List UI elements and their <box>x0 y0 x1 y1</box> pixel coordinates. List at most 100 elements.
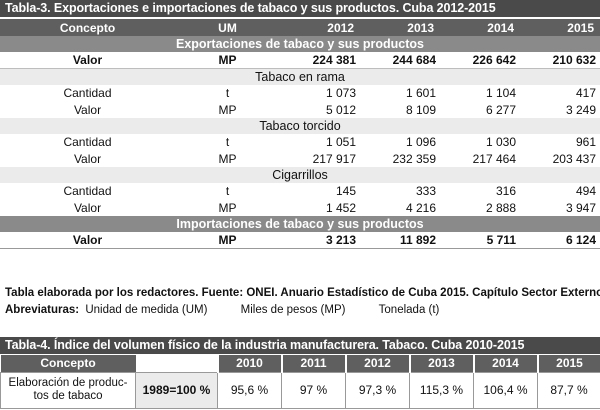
cell-2012: 97,3 % <box>345 371 410 409</box>
cell-2012: 217 917 <box>312 151 356 166</box>
header-um: UM <box>175 19 280 36</box>
header-concepto: Concepto <box>0 355 136 372</box>
cell-2012: 145 <box>335 184 356 199</box>
table-row: Cantidad t 145 333 316 494 <box>0 183 600 199</box>
table-row: Elaboración de produc- tos de tabaco 198… <box>0 371 600 409</box>
cell-2012: 1 452 <box>325 200 356 215</box>
cell-2012: 5 012 <box>325 102 356 117</box>
cell-2014: 316 <box>495 184 516 199</box>
cell-2012: 1 051 <box>325 135 356 150</box>
table-row: Valor MP 1 452 4 216 2 888 3 947 <box>0 199 600 215</box>
group-title-row: Tabaco torcido <box>0 117 600 135</box>
row-concept: Valor <box>0 52 175 70</box>
cell-2011: 97 % <box>281 371 346 409</box>
row-concept: Cantidad <box>63 184 112 199</box>
header-2013: 2013 <box>360 19 440 36</box>
group-title-tabaco-torcido: Tabaco torcido <box>0 117 600 135</box>
cell-2015: 87,7 % <box>537 371 600 409</box>
cell-2012: 1 073 <box>325 86 356 101</box>
group-title-row: Cigarrillos <box>0 166 600 184</box>
cell-2013: 1 096 <box>405 135 436 150</box>
row-um: t <box>225 184 230 199</box>
cell-2014: 5 711 <box>440 231 520 249</box>
table3-header-row: Concepto UM 2012 2013 2014 2015 <box>0 19 600 36</box>
header-2015: 2015 <box>536 355 600 372</box>
cell-2015: 3 249 <box>565 102 596 117</box>
abbr-label: Abreviaturas: <box>5 304 80 316</box>
abbr-mp: Miles de pesos (MP) <box>240 304 346 316</box>
cell-2013: 115,3 % <box>409 371 474 409</box>
cell-2015: 417 <box>575 86 596 101</box>
header-2014: 2014 <box>472 355 538 372</box>
cell-2014: 106,4 % <box>473 371 538 409</box>
section-imports-title: Importaciones de tabaco y sus productos <box>0 215 600 232</box>
cell-2014: 1 030 <box>485 135 516 150</box>
cell-2015: 3 947 <box>565 200 596 215</box>
cell-2013: 4 216 <box>405 200 436 215</box>
source-text: Tabla elaborada por los redactores. Fuen… <box>5 287 600 299</box>
table3-caption: Tabla-3. Exportaciones e importaciones d… <box>0 0 600 17</box>
header-2015: 2015 <box>520 19 600 36</box>
table-row: Cantidad t 1 051 1 096 1 030 961 <box>0 134 600 150</box>
row-um: MP <box>175 231 280 249</box>
section-exports-row: Exportaciones de tabaco y sus productos <box>0 36 600 53</box>
cell-2014: 6 277 <box>485 102 516 117</box>
cell-2013: 232 359 <box>392 151 436 166</box>
table-row: Valor MP 217 917 232 359 217 464 203 437 <box>0 150 600 166</box>
row-concept: Valor <box>0 231 175 249</box>
row-concept: Valor <box>73 200 102 215</box>
section-imports-row: Importaciones de tabaco y sus productos <box>0 215 600 232</box>
cell-2013: 8 109 <box>405 102 436 117</box>
abbr-t: Tonelada (t) <box>378 304 440 316</box>
header-concepto: Concepto <box>0 19 175 36</box>
cell-2015: 210 632 <box>520 52 600 70</box>
cell-2014: 217 464 <box>472 151 516 166</box>
cell-2013: 1 601 <box>405 86 436 101</box>
row-um: MP <box>218 151 237 166</box>
header-2012: 2012 <box>280 19 360 36</box>
table4-header-row: Concepto 2010 2011 2012 2013 2014 2015 <box>0 355 600 372</box>
group-title-cigarrillos: Cigarrillos <box>0 166 600 184</box>
group-title-tabaco-en-rama: Tabaco en rama <box>0 68 600 86</box>
header-2010: 2010 <box>216 355 282 372</box>
row-concept: Valor <box>73 151 102 166</box>
cell-2014: 2 888 <box>485 200 516 215</box>
cell-2012: 3 213 <box>280 231 360 249</box>
cell-2015: 203 437 <box>552 151 596 166</box>
imports-total-row: Valor MP 3 213 11 892 5 711 6 124 <box>0 231 600 249</box>
base-year-cell: 1989=100 % <box>135 371 218 409</box>
exports-imports-table: Concepto UM 2012 2013 2014 2015 Exportac… <box>0 19 600 249</box>
volume-index-table: Concepto 2010 2011 2012 2013 2014 2015 E… <box>0 355 600 409</box>
section-exports-title: Exportaciones de tabaco y sus productos <box>0 36 600 53</box>
table-row: Valor MP 5 012 8 109 6 277 3 249 <box>0 102 600 118</box>
header-2012: 2012 <box>344 355 410 372</box>
source-note: Tabla elaborada por los redactores. Fuen… <box>5 287 600 299</box>
cell-2015: 961 <box>575 135 596 150</box>
row-um: MP <box>218 102 237 117</box>
cell-2014: 226 642 <box>440 52 520 70</box>
cell-2013: 244 684 <box>360 52 440 70</box>
row-um: MP <box>175 52 280 70</box>
row-concept: Elaboración de produc- tos de tabaco <box>0 371 136 409</box>
row-um: t <box>225 86 230 101</box>
table-row: Cantidad t 1 073 1 601 1 104 417 <box>0 85 600 101</box>
cell-2013: 333 <box>415 184 436 199</box>
table4-caption: Tabla-4. Índice del volumen físico de la… <box>0 337 600 354</box>
row-concept: Cantidad <box>63 135 112 150</box>
cell-2014: 1 104 <box>485 86 516 101</box>
abbreviations-note: Abreviaturas: Unidad de medida (UM) Mile… <box>5 304 439 316</box>
abbr-um: Unidad de medida (UM) <box>85 304 208 316</box>
header-blank <box>135 355 218 372</box>
cell-2012: 224 381 <box>280 52 360 70</box>
header-2011: 2011 <box>280 355 346 372</box>
row-concept: Valor <box>73 102 102 117</box>
row-um: MP <box>218 200 237 215</box>
row-concept-line1: Elaboración de produc- <box>8 377 128 389</box>
cell-2015: 6 124 <box>520 231 600 249</box>
row-concept: Cantidad <box>63 86 112 101</box>
row-concept-line2: tos de tabaco <box>33 390 103 402</box>
cell-2015: 494 <box>575 184 596 199</box>
cell-2013: 11 892 <box>360 231 440 249</box>
cell-2010: 95,6 % <box>217 371 282 409</box>
row-um: t <box>225 135 230 150</box>
